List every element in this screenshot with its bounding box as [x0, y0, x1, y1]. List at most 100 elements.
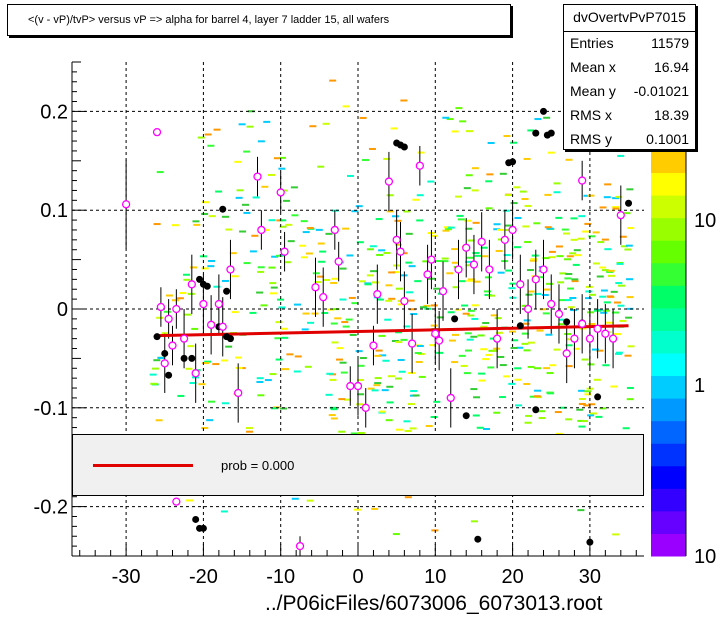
histogram-cell — [430, 304, 438, 307]
plot-title-box: <(v - vP)/tvP> versus vP => alpha for ba… — [7, 4, 511, 36]
histogram-cell — [623, 212, 631, 215]
histogram-cell — [321, 312, 329, 315]
histogram-cell — [182, 273, 190, 276]
profile-point — [346, 381, 355, 391]
histogram-cell — [525, 293, 533, 296]
y-tick-label: 0.2 — [40, 101, 68, 123]
histogram-cell — [275, 321, 283, 324]
histogram-cell — [472, 414, 480, 417]
histogram-cell — [294, 355, 302, 358]
histogram-cell — [473, 396, 481, 399]
histogram-cell — [577, 509, 585, 512]
histogram-cell — [624, 248, 632, 251]
histogram-cell — [521, 342, 529, 345]
histogram-cell — [585, 297, 593, 300]
fit-legend-line — [93, 464, 193, 467]
histogram-cell — [513, 186, 521, 189]
histogram-cell — [503, 375, 511, 378]
histogram-cell — [493, 228, 501, 231]
histogram-cell — [257, 266, 265, 269]
histogram-cell — [602, 309, 610, 312]
histogram-cell — [374, 377, 382, 380]
histogram-cell — [626, 188, 634, 191]
palette-swatch — [651, 398, 686, 422]
x-tick-label: -20 — [189, 566, 218, 588]
histogram-cell — [386, 401, 394, 404]
y-tick-label: -0.1 — [34, 398, 68, 420]
profile-point — [415, 161, 424, 170]
histogram-cell — [275, 358, 283, 361]
histogram-cell — [625, 244, 633, 247]
histogram-cell — [357, 393, 365, 396]
histogram-cell — [371, 389, 379, 392]
histogram-cell — [339, 361, 347, 364]
histogram-cell — [542, 312, 550, 315]
histogram-cell — [185, 367, 193, 370]
x-tick-label: 30 — [579, 566, 601, 588]
histogram-cell — [382, 359, 390, 362]
histogram-cell — [299, 244, 307, 247]
histogram-cell — [596, 275, 604, 278]
histogram-cell — [153, 223, 161, 226]
histogram-cell — [607, 274, 615, 277]
histogram-cell — [239, 230, 247, 233]
palette-swatch — [651, 488, 686, 512]
profile-point — [311, 283, 320, 292]
histogram-cell — [487, 141, 495, 144]
histogram-cell — [513, 246, 521, 249]
histogram-cell — [436, 316, 444, 319]
stats-value: -0.01021 — [633, 83, 689, 99]
profile-point — [508, 225, 517, 235]
histogram-cell — [516, 346, 524, 349]
histogram-cell — [414, 280, 422, 283]
histogram-cell — [268, 219, 276, 222]
histogram-cell — [403, 210, 411, 213]
histogram-cell — [435, 260, 443, 263]
histogram-cell — [482, 427, 490, 430]
histogram-cell — [257, 394, 265, 397]
histogram-cell — [261, 185, 269, 188]
profile-point — [427, 255, 436, 264]
histogram-cell — [264, 379, 272, 382]
profile-point — [593, 324, 602, 333]
histogram-cell — [269, 292, 277, 295]
histogram-cell — [559, 406, 567, 409]
histogram-cell — [376, 298, 384, 301]
stats-key: Entries — [570, 35, 614, 51]
stats-row-entries: Entries 11579 — [570, 35, 689, 57]
histogram-cell — [306, 499, 314, 502]
histogram-cell — [427, 180, 435, 183]
histogram-cell — [470, 520, 478, 523]
histogram-cell — [584, 390, 592, 393]
x-tick-label: 10 — [424, 566, 446, 588]
histogram-cell — [394, 377, 402, 380]
histogram-cell — [278, 167, 286, 170]
histogram-cell — [394, 243, 402, 246]
histogram-cell — [338, 398, 346, 401]
z-tick-label: 10 — [694, 546, 716, 568]
fit-line — [156, 324, 629, 338]
histogram-cell — [497, 271, 505, 274]
histogram-cell — [451, 333, 459, 336]
histogram-cell — [570, 217, 578, 220]
histogram-cell — [465, 227, 473, 230]
histogram-cell — [604, 248, 612, 251]
histogram-cell — [378, 334, 386, 337]
histogram-cell — [429, 344, 437, 347]
histogram-cell — [442, 116, 450, 119]
histogram-cell — [252, 196, 260, 199]
histogram-cell — [300, 256, 308, 259]
histogram-cell — [433, 287, 441, 290]
histogram-cell — [344, 398, 352, 401]
histogram-cell — [622, 427, 630, 430]
histogram-cell — [485, 353, 493, 356]
histogram-cell — [543, 116, 551, 119]
histogram-cell — [465, 174, 473, 177]
histogram-cell — [487, 366, 495, 369]
histogram-cell — [465, 260, 473, 263]
histogram-cell — [467, 309, 475, 312]
histogram-cell — [508, 382, 516, 385]
profile-point — [369, 341, 378, 350]
histogram-cell — [454, 308, 462, 311]
histogram-cell — [348, 296, 356, 299]
